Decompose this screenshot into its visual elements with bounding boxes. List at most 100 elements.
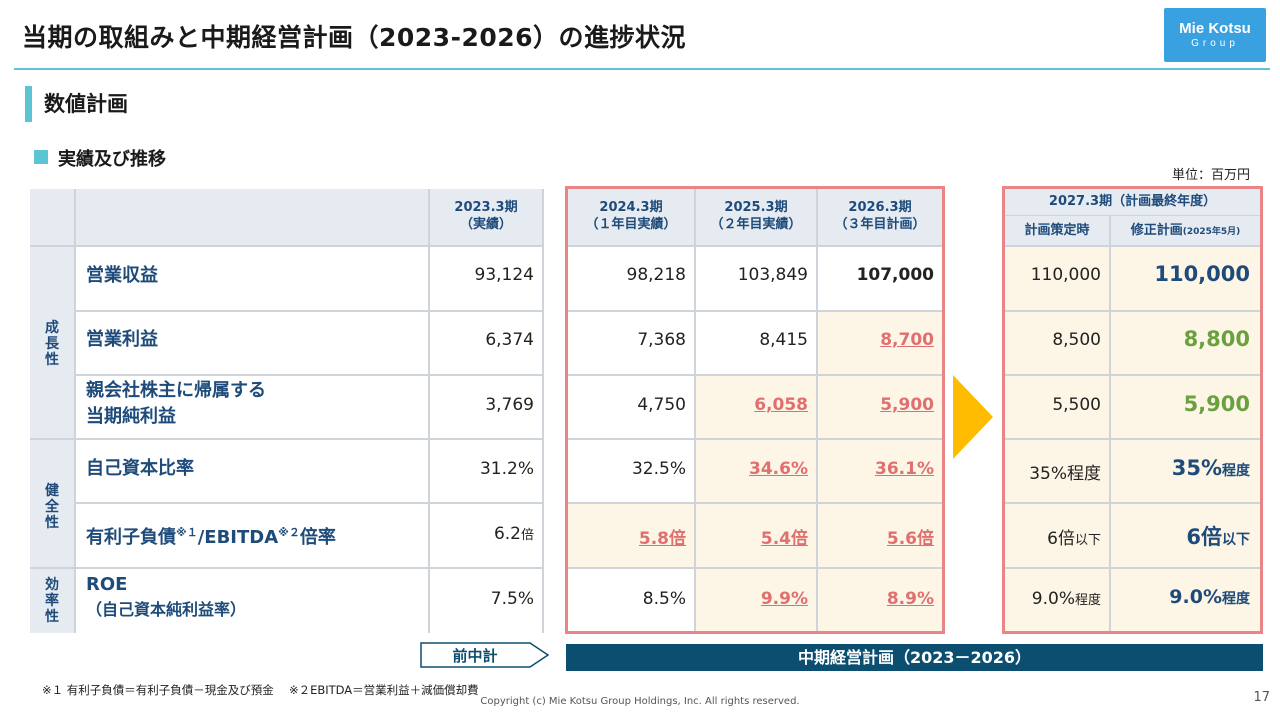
grid-line [568, 567, 942, 569]
col-header-note: （実績） [459, 217, 512, 232]
grid-line [1005, 438, 1260, 440]
subsection-marker-icon [34, 150, 48, 164]
row-label-line: 親会社株主に帰属する [86, 380, 266, 401]
highlight-cell [818, 311, 942, 374]
col-header-2026: 2026.3期 （３年目計画） [818, 199, 942, 233]
value-cell: 110,000 [1154, 262, 1250, 286]
subsection-title: 実績及び推移 [58, 149, 166, 170]
value-number: 6倍 [1186, 525, 1222, 549]
grid-line [568, 245, 942, 247]
header-bg-right [1005, 189, 1260, 245]
col-header-note: （３年目計画） [834, 217, 926, 232]
value-number: 6.2 [493, 524, 521, 544]
value-cell: 35%程度 [1111, 456, 1250, 480]
value-cell: 5,900 [880, 395, 934, 415]
row-label-part: 倍率 [299, 527, 336, 548]
category-char: 性 [45, 352, 59, 368]
value-cell: 31.2% [479, 459, 534, 479]
value-cell: 34.6% [749, 459, 808, 479]
value-cell: 3,769 [485, 395, 534, 415]
value-cell: 5.4倍 [760, 529, 808, 549]
value-cell: 36.1% [875, 459, 934, 479]
grid-line [74, 502, 542, 504]
company-logo: Mie Kotsu Group [1164, 8, 1266, 62]
value-cell: 8,415 [759, 330, 808, 350]
grid-line [1005, 502, 1260, 504]
value-cell: 5.8倍 [638, 529, 686, 549]
col-header-year: 2024.3期 [599, 200, 663, 215]
footnote-ref: ※１ [176, 526, 198, 539]
col-header-note: （２年目実績） [710, 217, 802, 232]
category-health: 健 全 性 [42, 483, 62, 531]
value-cell: 7.5% [490, 589, 534, 609]
value-suffix: 程度 [1222, 591, 1250, 607]
plan-years-box [565, 186, 945, 634]
section-title: 数値計画 [44, 92, 128, 116]
value-cell: 5.6倍 [886, 529, 934, 549]
header-divider [14, 68, 1270, 70]
col-header-2025: 2025.3期 （２年目実績） [696, 199, 816, 233]
row-label-part: /EBITDA [197, 527, 279, 548]
value-suffix: 以下 [1074, 533, 1101, 548]
page-number: 17 [1253, 690, 1270, 705]
prev-plan-label: 前中計 [452, 647, 498, 665]
grid-line [74, 374, 542, 376]
grid-line [694, 189, 696, 633]
category-growth: 成 長 性 [42, 320, 62, 368]
col-header-revised-date: (2025年5月) [1182, 227, 1241, 237]
grid-line [30, 245, 542, 247]
row-label-line: （自己資本純利益率） [86, 600, 247, 619]
category-char: 性 [45, 609, 59, 625]
grid-line [568, 438, 942, 440]
grid-line [428, 189, 430, 633]
value-cell: 5,500 [1052, 395, 1101, 415]
logo-subtext: Group [1191, 38, 1239, 49]
highlight-cell [696, 439, 942, 502]
category-char: 全 [45, 499, 59, 515]
value-cell: 93,124 [474, 265, 534, 285]
value-suffix: 倍 [520, 528, 534, 543]
grid-line [568, 502, 942, 504]
value-cell: 6.2倍 [430, 524, 534, 544]
category-char: 率 [45, 593, 59, 609]
value-cell: 8.9% [886, 589, 934, 609]
col-header-year: 2025.3期 [724, 200, 788, 215]
category-char: 性 [45, 515, 59, 531]
value-cell: 6,058 [754, 395, 808, 415]
value-text: 35%程度 [1029, 464, 1101, 484]
value-cell: 5,900 [1183, 392, 1250, 416]
grid-line [30, 438, 542, 440]
value-cell: 6,374 [485, 330, 534, 350]
value-cell: 8,500 [1052, 330, 1101, 350]
value-cell: 98,218 [626, 265, 686, 285]
value-number: 9.0% [1031, 589, 1075, 609]
unit-label: 単位：百万円 [1171, 168, 1250, 183]
row-label-operating-profit: 営業利益 [86, 329, 158, 350]
footnote-ref: ※２ [278, 526, 300, 539]
value-cell: 9.0%程度 [1005, 589, 1101, 609]
col-header-2027-revised: 修正計画(2025年5月) [1111, 222, 1260, 241]
copyright: Copyright (c) Mie Kotsu Group Holdings, … [480, 696, 800, 707]
mid-plan-bar: 中期経営計画（2023－2026） [566, 644, 1263, 671]
col-header-year: 2023.3期 [454, 200, 518, 215]
grid-line [30, 567, 542, 569]
value-suffix: 程度 [1074, 593, 1101, 608]
grid-line [1005, 567, 1260, 569]
row-label-debt-ebitda: 有利子負債※１/EBITDA※２倍率 [86, 520, 336, 551]
header-bg-mid [568, 189, 942, 245]
grid-line [542, 189, 544, 633]
value-cell: 103,849 [737, 265, 808, 285]
category-char: 長 [45, 336, 59, 352]
category-char: 健 [45, 483, 59, 499]
category-char: 効 [45, 577, 59, 593]
page-title: 当期の取組みと中期経営計画（2023-2026）の進捗状況 [22, 23, 687, 52]
value-cell: 110,000 [1030, 265, 1101, 285]
value-suffix: 以下 [1222, 532, 1250, 548]
grid-line [816, 189, 818, 633]
value-cell: 8,700 [880, 330, 934, 350]
value-cell: 32.5% [631, 459, 686, 479]
col-header-2024: 2024.3期 （１年目実績） [568, 199, 694, 233]
value-cell: 35%程度 [1005, 459, 1101, 484]
grid-line [568, 310, 942, 312]
category-char: 成 [45, 320, 59, 336]
